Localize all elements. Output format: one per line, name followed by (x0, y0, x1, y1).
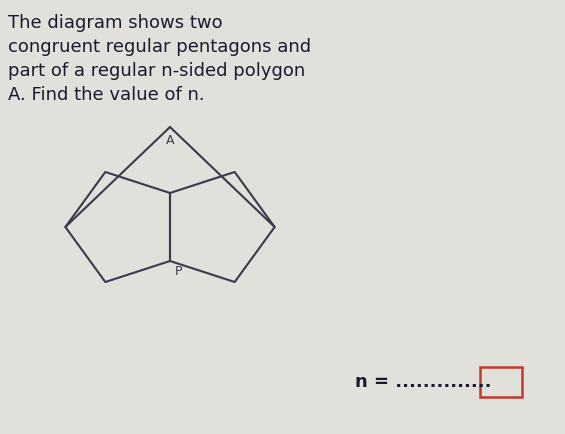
Text: n = ..............: n = .............. (355, 372, 492, 390)
FancyBboxPatch shape (480, 367, 522, 397)
Text: part of a regular n-sided polygon: part of a regular n-sided polygon (8, 62, 305, 80)
Text: P: P (175, 264, 182, 277)
Text: congruent regular pentagons and: congruent regular pentagons and (8, 38, 311, 56)
Text: A: A (166, 134, 174, 147)
Text: A. Find the value of n.: A. Find the value of n. (8, 86, 205, 104)
Text: The diagram shows two: The diagram shows two (8, 14, 223, 32)
